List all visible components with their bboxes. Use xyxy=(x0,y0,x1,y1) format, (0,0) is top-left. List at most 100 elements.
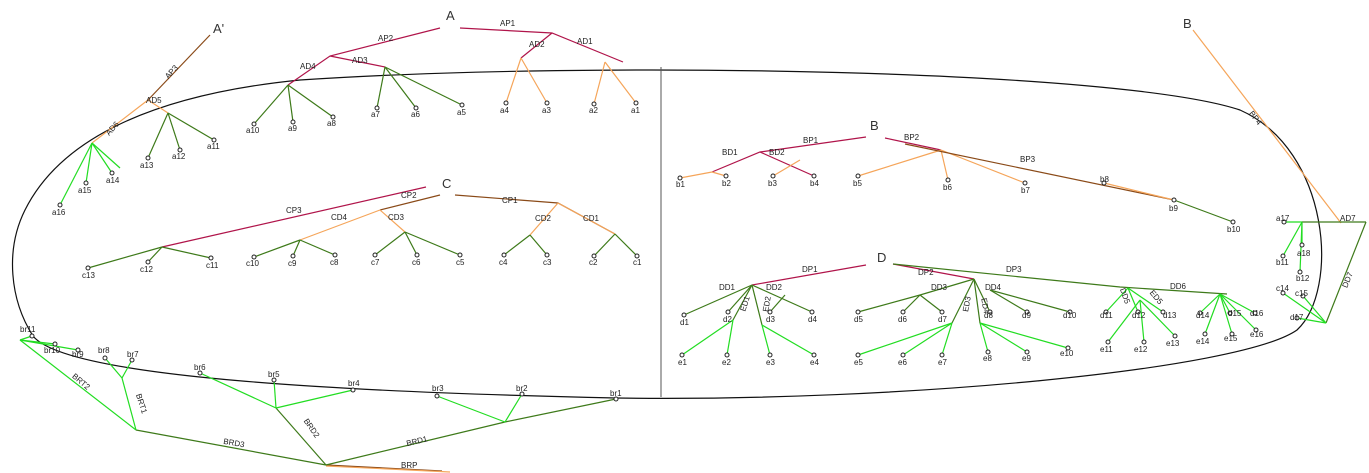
node-d4 xyxy=(809,309,815,315)
node-d9 xyxy=(1024,309,1030,315)
node-label-d12: d12 xyxy=(1132,311,1146,320)
node-label-e16: e16 xyxy=(1250,330,1264,339)
node-br11 xyxy=(29,333,35,339)
seg-label-dd4: DD4 xyxy=(985,283,1002,292)
node-a2 xyxy=(591,101,597,107)
node-label-br7: br7 xyxy=(127,350,139,359)
trunk-label-a: A xyxy=(446,8,455,23)
node-br3 xyxy=(434,393,440,399)
node-label-a8: a8 xyxy=(327,119,336,128)
right-side-lines xyxy=(1282,221,1367,324)
node-br9 xyxy=(75,347,81,353)
node-label-a7: a7 xyxy=(371,110,380,119)
node-c13 xyxy=(85,265,91,271)
node-label-br10: br10 xyxy=(44,346,61,355)
seg-label-bp2: BP2 xyxy=(904,133,920,142)
node-label-c4: c4 xyxy=(499,258,508,267)
node-c3 xyxy=(544,252,550,258)
node-c10 xyxy=(251,254,257,260)
node-label-a3: a3 xyxy=(542,106,551,115)
seg-label-cd2: CD2 xyxy=(535,214,552,223)
node-a18 xyxy=(1299,242,1305,248)
node-label-br3: br3 xyxy=(432,384,444,393)
node-a12 xyxy=(177,147,183,153)
node-b8 xyxy=(1101,180,1107,186)
node-br4 xyxy=(350,387,356,393)
node-label-a4: a4 xyxy=(500,106,509,115)
seg-label-brp: BRP xyxy=(401,461,417,470)
node-a13 xyxy=(145,155,151,161)
node-label-e2: e2 xyxy=(722,358,731,367)
seg-label-ad5: AD5 xyxy=(146,96,162,105)
node-label-d15: d15 xyxy=(1228,309,1242,318)
node-a10 xyxy=(251,121,257,127)
node-label-e3: e3 xyxy=(766,358,775,367)
node-b2 xyxy=(723,173,729,179)
node-br10 xyxy=(52,341,58,347)
seg-label-ad7: AD7 xyxy=(1340,214,1356,223)
seg-label-brd3: BRD3 xyxy=(223,437,246,450)
node-e1 xyxy=(679,352,685,358)
seg-label-cd3: CD3 xyxy=(388,213,405,222)
node-label-d13: d13 xyxy=(1163,311,1177,320)
node-e4 xyxy=(811,352,817,358)
seg-label-bd2: BD2 xyxy=(769,148,785,157)
node-label-a5: a5 xyxy=(457,108,466,117)
node-d14 xyxy=(1197,310,1203,316)
node-label-a18: a18 xyxy=(1297,249,1311,258)
node-a11 xyxy=(211,137,217,143)
node-label-a13: a13 xyxy=(140,161,154,170)
node-label-e7: e7 xyxy=(938,358,947,367)
node-label-e15: e15 xyxy=(1224,334,1238,343)
node-c5 xyxy=(457,252,463,258)
node-c14 xyxy=(1280,290,1286,296)
node-label-d17: d17 xyxy=(1290,313,1304,322)
node-label-d4: d4 xyxy=(808,315,817,324)
node-label-a11: a11 xyxy=(207,142,220,151)
node-br6 xyxy=(197,370,203,376)
node-c9 xyxy=(290,253,296,259)
node-label-c5: c5 xyxy=(456,258,465,267)
seg-label-brd1: BRD1 xyxy=(405,434,428,448)
node-e10 xyxy=(1065,345,1071,351)
node-a1 xyxy=(633,100,639,106)
node-label-d9: d9 xyxy=(1022,311,1031,320)
node-label-br2: br2 xyxy=(516,384,528,393)
node-b11 xyxy=(1280,253,1286,259)
node-label-d10: d10 xyxy=(1063,311,1077,320)
node-label-e14: e14 xyxy=(1196,337,1210,346)
node-a5 xyxy=(459,102,465,108)
node-label-br11: br11 xyxy=(20,325,36,334)
node-label-c10: c10 xyxy=(246,259,259,268)
node-c6 xyxy=(414,252,420,258)
trunk-label-c: C xyxy=(442,176,451,191)
node-label-a2: a2 xyxy=(589,106,598,115)
node-label-c12: c12 xyxy=(140,265,153,274)
node-label-d5: d5 xyxy=(854,315,863,324)
seg-label-dd3: DD3 xyxy=(931,283,948,292)
node-d3 xyxy=(767,309,773,315)
seg-label-bd1: BD1 xyxy=(722,148,738,157)
node-e9 xyxy=(1024,349,1030,355)
node-d13 xyxy=(1160,309,1166,315)
group-c-lines xyxy=(87,186,638,269)
node-label-c14: c14 xyxy=(1276,284,1289,293)
seg-label-ed4: ED4 xyxy=(979,297,991,314)
node-label-a14: a14 xyxy=(106,176,120,185)
seg-label-ed2: ED2 xyxy=(761,295,773,312)
seg-label-dp2: DP2 xyxy=(918,268,934,277)
trunk-label-b: B xyxy=(870,118,879,133)
seg-label-dp1: DP1 xyxy=(802,265,818,274)
node-c4 xyxy=(501,252,507,258)
node-label-a10: a10 xyxy=(246,126,260,135)
node-label-b8: b8 xyxy=(1100,175,1109,184)
seg-label-bp4: BP4 xyxy=(1247,109,1264,127)
seg-label-bp3: BP3 xyxy=(1020,155,1036,164)
node-label-a1: a1 xyxy=(631,106,640,115)
node-label-a12: a12 xyxy=(172,152,186,161)
node-label-b11: b11 xyxy=(1276,258,1289,267)
node-label-e4: e4 xyxy=(810,358,819,367)
node-a9 xyxy=(290,119,296,125)
node-d7 xyxy=(939,309,945,315)
